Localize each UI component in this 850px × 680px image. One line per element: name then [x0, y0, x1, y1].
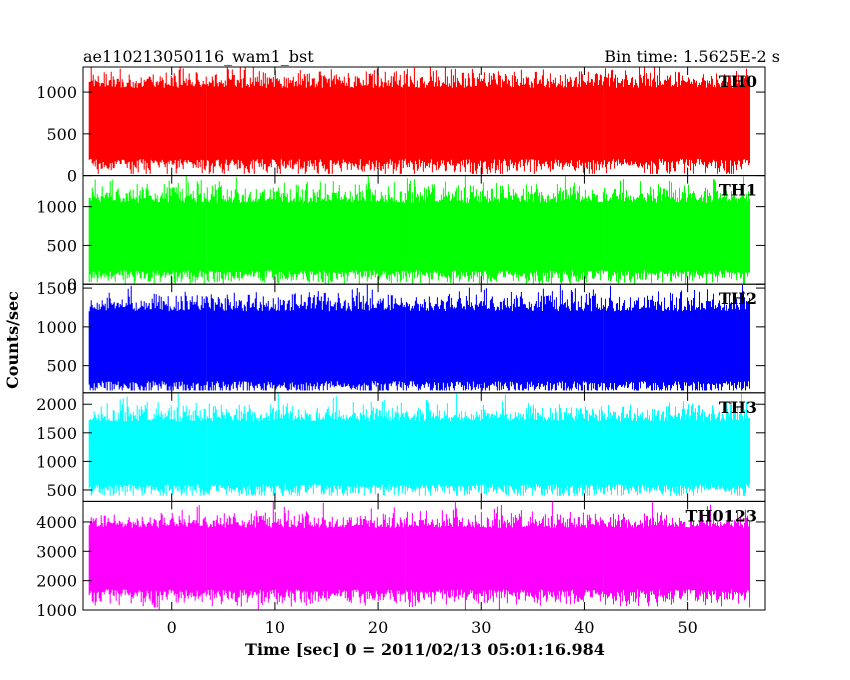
x-tick-label: 50: [677, 618, 697, 637]
bin-time-label: Bin time: 1.5625E-2 s: [604, 47, 780, 66]
y-tick-label: 500: [46, 125, 77, 144]
y-tick-label: 1000: [36, 198, 77, 217]
series-trace-th3: [88, 393, 751, 496]
y-tick-label: 500: [46, 481, 77, 500]
y-tick-label: 1000: [36, 452, 77, 471]
x-tick-label: 30: [471, 618, 491, 637]
y-tick-label: 500: [46, 236, 77, 255]
series-trace-th0123: [88, 501, 751, 610]
y-tick-label: 0: [67, 275, 77, 294]
y-tick-label: 3000: [36, 542, 77, 561]
y-tick-label: 1500: [36, 424, 77, 443]
y-tick-label: 1000: [36, 83, 77, 102]
y-tick-label: 1500: [36, 279, 77, 298]
panel-label-th0: TH0: [719, 72, 757, 91]
y-tick-label: 0: [67, 167, 77, 186]
x-tick-label: 0: [167, 618, 177, 637]
panel-label-th3: TH3: [719, 398, 757, 417]
y-tick-label: 2000: [36, 572, 77, 591]
panel-frame-th0123: [82, 500, 766, 611]
x-tick-label: 20: [368, 618, 388, 637]
panel-label-th0123: TH0123: [685, 506, 757, 525]
x-tick-label: 10: [265, 618, 285, 637]
series-trace-th1: [88, 175, 751, 285]
series-trace-th0: [88, 67, 751, 174]
y-tick-label: 500: [46, 357, 77, 376]
y-tick-label: 1000: [36, 601, 77, 620]
series-trace-th2: [88, 284, 751, 391]
panel-label-th1: TH1: [719, 181, 757, 200]
x-axis-label: Time [sec] 0 = 2011/02/13 05:01:16.984: [245, 640, 605, 659]
panel-label-th2: TH2: [719, 289, 757, 308]
y-axis-label: Counts/sec: [3, 291, 22, 389]
panel-stack: 05001000TH005001000TH150010001500TH25001…: [36, 66, 766, 637]
x-tick-label: 40: [574, 618, 594, 637]
chart-title: ae110213050116_wam1_bst: [83, 47, 314, 66]
y-tick-label: 4000: [36, 513, 77, 532]
y-tick-label: 1000: [36, 318, 77, 337]
y-tick-label: 2000: [36, 395, 77, 414]
